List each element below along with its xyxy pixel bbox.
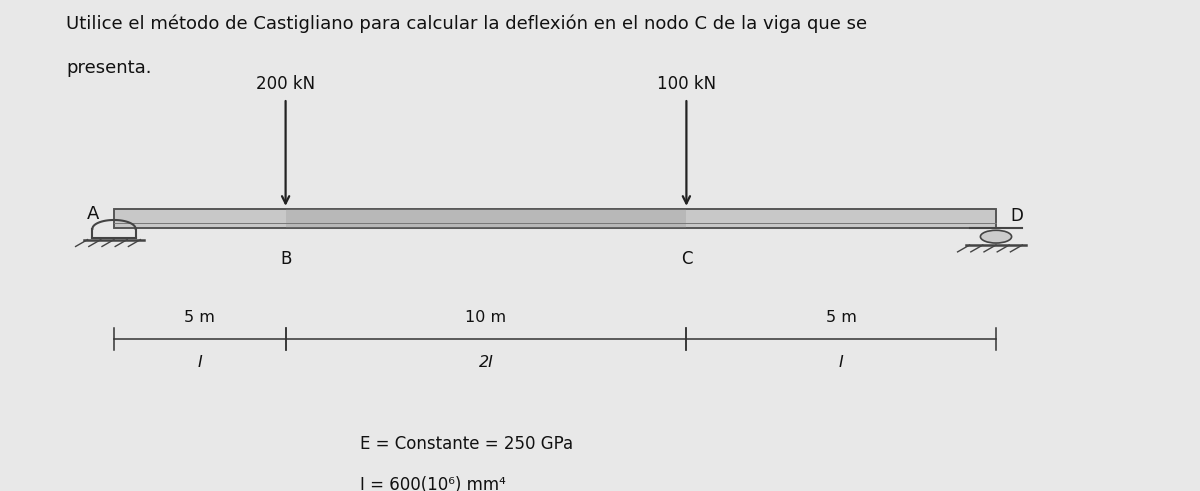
Text: 100 kN: 100 kN xyxy=(656,75,716,93)
Text: 10 m: 10 m xyxy=(466,310,506,325)
Text: Utilice el método de Castigliano para calcular la deflexión en el nodo C de la v: Utilice el método de Castigliano para ca… xyxy=(66,15,868,33)
Text: E = Constante = 250 GPa: E = Constante = 250 GPa xyxy=(360,435,574,453)
Text: I = 600(10⁶) mm⁴: I = 600(10⁶) mm⁴ xyxy=(360,476,505,491)
Text: I: I xyxy=(198,355,202,370)
Text: B: B xyxy=(280,250,292,268)
Circle shape xyxy=(980,230,1012,243)
Bar xyxy=(114,209,996,228)
Text: D: D xyxy=(1010,207,1024,225)
Text: A: A xyxy=(88,205,100,222)
Text: 200 kN: 200 kN xyxy=(256,75,316,93)
Text: 5 m: 5 m xyxy=(185,310,215,325)
Text: presenta.: presenta. xyxy=(66,59,151,77)
Bar xyxy=(114,209,996,228)
Text: 2I: 2I xyxy=(479,355,493,370)
Text: C: C xyxy=(680,250,692,268)
Text: I: I xyxy=(839,355,844,370)
Text: 5 m: 5 m xyxy=(826,310,857,325)
Bar xyxy=(286,209,686,228)
